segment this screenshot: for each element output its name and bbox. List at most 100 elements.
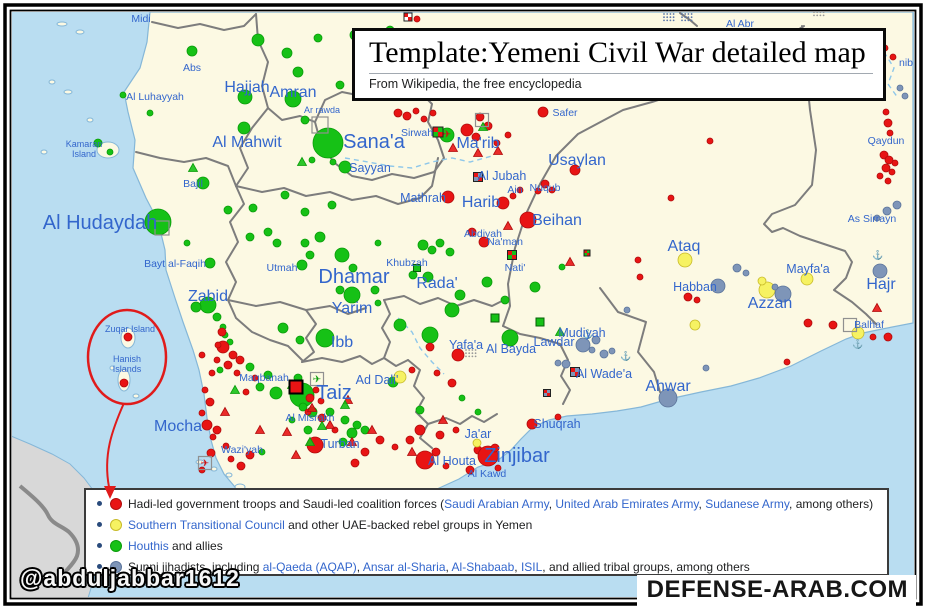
map-marker-g[interactable] — [444, 302, 460, 318]
city-label-al-hudaydah[interactable]: Al Hudaydah — [43, 212, 158, 234]
map-marker-g[interactable] — [295, 335, 305, 345]
map-marker-r[interactable] — [471, 132, 481, 142]
map-marker-r[interactable] — [350, 458, 360, 468]
map-marker-triangle-g[interactable] — [229, 384, 241, 394]
city-label-ain[interactable]: Ain — [507, 184, 522, 196]
map-marker-r[interactable] — [414, 424, 426, 436]
map-marker-g[interactable] — [280, 190, 290, 200]
map-marker-r[interactable] — [228, 350, 238, 360]
map-marker-r[interactable] — [413, 15, 421, 23]
city-label-harib[interactable]: Harib — [462, 194, 500, 211]
city-label-hajr[interactable]: Hajr — [866, 276, 896, 293]
map-marker-r[interactable] — [891, 159, 899, 167]
map-marker-r[interactable] — [876, 172, 884, 180]
map-marker-g[interactable] — [335, 285, 345, 295]
city-label-ad-dali-[interactable]: Ad Dali' — [356, 373, 399, 387]
map-marker-g[interactable] — [255, 382, 265, 392]
map-marker-g[interactable] — [183, 239, 191, 247]
map-marker-r[interactable] — [884, 177, 892, 185]
map-marker-g[interactable] — [288, 416, 296, 424]
city-label-habban[interactable]: Habban — [673, 280, 717, 294]
map-marker-r[interactable] — [245, 450, 255, 460]
map-marker-g[interactable] — [329, 158, 337, 166]
map-marker-triangle-g[interactable] — [316, 420, 328, 430]
map-marker-r[interactable] — [452, 426, 460, 434]
map-marker-triangle-r[interactable] — [306, 402, 318, 412]
map-marker-g[interactable] — [248, 203, 258, 213]
map-marker-g[interactable] — [370, 285, 380, 295]
city-label-lawdar[interactable]: Lawdar — [534, 335, 575, 349]
map-marker-r[interactable] — [391, 443, 399, 451]
map-marker-g[interactable] — [334, 247, 350, 263]
map-marker-r[interactable] — [236, 461, 246, 471]
map-marker-green-square[interactable] — [535, 317, 545, 327]
map-marker-r[interactable] — [441, 190, 455, 204]
city-label-bayt-al-faqih[interactable]: Bayt al-Faqih — [144, 258, 206, 270]
map-marker-r[interactable] — [693, 296, 701, 304]
map-marker-r[interactable] — [235, 355, 245, 365]
map-marker-r[interactable] — [554, 413, 562, 421]
map-marker-r[interactable] — [212, 425, 222, 435]
map-marker-g[interactable] — [558, 263, 566, 271]
map-marker-r[interactable] — [451, 348, 465, 362]
map-marker-g[interactable] — [481, 276, 493, 288]
map-marker-r[interactable] — [442, 462, 450, 470]
map-marker-r[interactable] — [526, 418, 538, 430]
city-label-mudiyah[interactable]: Mudiyah — [558, 326, 605, 340]
map-marker-g[interactable] — [237, 121, 251, 135]
city-label-shuqrah[interactable]: Shuqrah — [533, 417, 580, 431]
city-label-rada-[interactable]: Rada' — [416, 275, 457, 292]
map-marker-b[interactable] — [588, 346, 596, 354]
map-marker-b[interactable] — [882, 206, 892, 216]
map-marker-y[interactable] — [689, 319, 701, 331]
map-marker-g[interactable] — [106, 148, 114, 156]
map-marker-g[interactable] — [272, 238, 282, 248]
map-marker-g[interactable] — [281, 47, 293, 59]
map-marker-r[interactable] — [433, 369, 441, 377]
map-marker-contested[interactable] — [543, 389, 551, 397]
map-marker-g[interactable] — [226, 338, 234, 346]
map-marker-contested[interactable] — [570, 367, 580, 377]
map-marker-g[interactable] — [245, 232, 255, 242]
city-label-as-sirrayn[interactable]: As Sirrayn — [848, 213, 897, 225]
map-marker-r[interactable] — [209, 433, 217, 441]
city-label-ar-rawda[interactable]: Ar rawda — [304, 105, 340, 115]
map-marker-b[interactable] — [554, 359, 562, 367]
map-marker-r[interactable] — [465, 465, 475, 475]
city-label-qaydun[interactable]: Qaydun — [868, 135, 905, 147]
map-marker-triangle-r[interactable] — [447, 142, 459, 152]
map-marker-g[interactable] — [325, 407, 335, 417]
map-marker-r[interactable] — [447, 378, 457, 388]
map-marker-r[interactable] — [534, 187, 542, 195]
legend-link[interactable]: Al-Shabaab — [451, 560, 515, 574]
map-marker-r[interactable] — [312, 386, 320, 394]
city-label-al-wade-a[interactable]: Al Wade'a — [576, 367, 632, 381]
city-label-beihan[interactable]: Beihan — [532, 212, 582, 229]
city-label-azzan[interactable]: Azzan — [748, 295, 792, 312]
map-marker-g[interactable] — [119, 91, 127, 99]
city-label-na-man[interactable]: Na'man — [487, 236, 523, 248]
map-marker-r[interactable] — [375, 435, 385, 445]
map-marker-contested[interactable] — [432, 126, 444, 138]
map-marker-g[interactable] — [421, 326, 439, 344]
map-marker-g[interactable] — [308, 156, 316, 164]
map-marker-g[interactable] — [313, 33, 323, 43]
map-marker-r[interactable] — [828, 320, 838, 330]
map-marker-b[interactable] — [892, 200, 902, 210]
legend-link[interactable]: Southern Transitional Council — [128, 518, 285, 532]
map-marker-g[interactable] — [417, 239, 429, 251]
map-marker-triangle-r[interactable] — [472, 147, 484, 157]
map-marker-contested[interactable] — [583, 249, 591, 257]
map-marker-r[interactable] — [119, 378, 129, 388]
map-marker-r[interactable] — [516, 186, 524, 194]
map-marker-g[interactable] — [422, 271, 434, 283]
map-marker-g[interactable] — [348, 263, 358, 273]
map-marker-triangle-r[interactable] — [871, 302, 883, 312]
city-label-hajjah[interactable]: Hajjah — [224, 79, 269, 96]
map-marker-b[interactable] — [575, 337, 591, 353]
map-marker-green-square[interactable] — [413, 264, 421, 272]
city-label-sana-a[interactable]: Sana'a — [343, 131, 406, 153]
map-marker-g[interactable] — [500, 295, 510, 305]
map-marker-g[interactable] — [237, 89, 253, 105]
map-marker-r[interactable] — [214, 341, 222, 349]
